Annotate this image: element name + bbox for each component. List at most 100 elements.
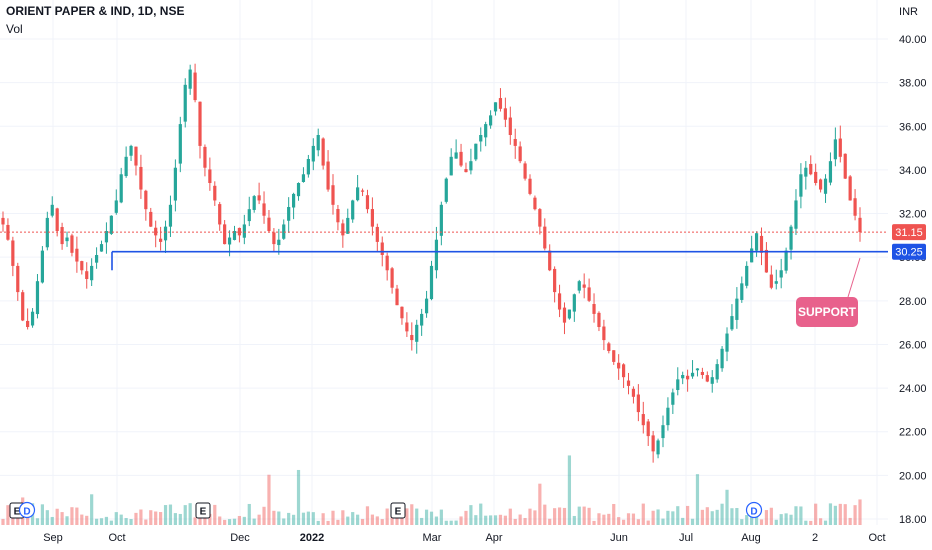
price-axis[interactable]: 40.0038.0036.0034.0032.0030.0028.0026.00… [899,34,927,526]
candle-body [360,190,365,192]
candle-body [661,425,665,439]
volume-bar [612,503,616,525]
candle-body [794,200,798,229]
volume-bar [459,516,463,525]
volume-bar [789,514,793,525]
candle-body [99,244,104,252]
volume-bar [129,519,133,525]
price-tick-label: 28.00 [899,296,927,308]
volume-bar [617,517,621,525]
volume-bar [385,508,389,525]
volume-bar [843,504,847,525]
candle-body [489,115,493,126]
volume-bar [853,505,857,525]
candle-body [508,117,512,135]
candle-body [784,250,788,271]
volume-bar [676,506,680,525]
candle-body [55,208,59,231]
volume-bar [764,510,769,525]
candle-body [553,268,557,293]
volume-bar [272,510,276,525]
event-marker-label: D [750,507,757,518]
volume-bar [336,519,340,525]
candle-body [237,227,242,236]
candle-body [503,108,507,120]
candle-body [459,151,463,166]
volume-bar [360,518,365,525]
earnings-marker[interactable] [390,502,406,519]
candle-body [370,209,374,227]
volume-bar [277,511,281,525]
volume-bar [582,506,586,525]
candle-body [351,200,355,220]
volume-bar [636,519,640,525]
volume-bar [513,518,517,525]
candle-body [50,204,54,216]
candle-body [400,306,404,319]
volume-bar [188,503,192,525]
volume-bar [557,507,562,525]
volume-bar [223,519,227,525]
price-tick-label: 38.00 [899,78,927,90]
candle-body [316,135,320,151]
volume-bar [80,514,84,525]
earnings-marker[interactable] [195,502,211,519]
time-tick-label: Sep [43,532,63,544]
candle-body [745,265,749,286]
volume-bar [420,517,424,525]
volume-bar [346,516,350,525]
candle-body [843,153,847,179]
candle-body [607,343,611,351]
volume-bar [528,508,532,525]
candle-body [188,69,192,89]
volume-bar [109,520,113,525]
event-marker-label: E [14,507,21,518]
volume-bar [439,509,443,525]
volume-bar [444,520,448,525]
candle-body [154,227,158,236]
volume-bar [434,516,439,525]
volume-bar [85,515,89,525]
dividend-marker[interactable] [18,501,36,519]
time-tick-label: Dec [230,532,250,544]
candle-body [612,350,616,362]
volume-bar [341,510,345,525]
volume-bar [149,510,153,525]
volume-bar [55,508,59,525]
volume-bar [282,518,286,525]
candle-body [597,312,601,327]
candle-body [562,307,567,323]
time-axis[interactable]: Sep Oct Dec 2022 Mar Apr Jun Jul Aug 2 Oct [43,532,885,544]
candle-body [538,209,542,227]
dividend-marker[interactable] [745,501,763,519]
candle-body [114,200,118,213]
candle-body [735,298,739,320]
candle-body [730,316,734,330]
candle-body [533,197,537,210]
candle-body [331,185,335,205]
volume-bar [331,510,335,525]
volume-bar [267,474,271,525]
volume-bar [208,513,212,525]
time-tick-label: Mar [423,532,442,544]
volume-bar [415,508,419,525]
support-badge-text: 30.25 [895,247,923,259]
volume-bar [104,516,109,525]
candle-body [848,176,852,201]
volume-bar [232,518,237,525]
candle-body [218,204,222,225]
candle-body [94,255,99,263]
candle-body [493,102,498,112]
volume-bar [681,517,685,525]
candle-body [754,233,759,251]
candle-body [213,185,217,201]
volume-bar [715,509,719,525]
candle-body [479,135,483,142]
candle-body [80,261,84,271]
candle-body [75,248,79,262]
candle-body [272,232,276,245]
volume-bar [759,519,764,525]
support-annotation[interactable]: SUPPORT [796,257,861,327]
